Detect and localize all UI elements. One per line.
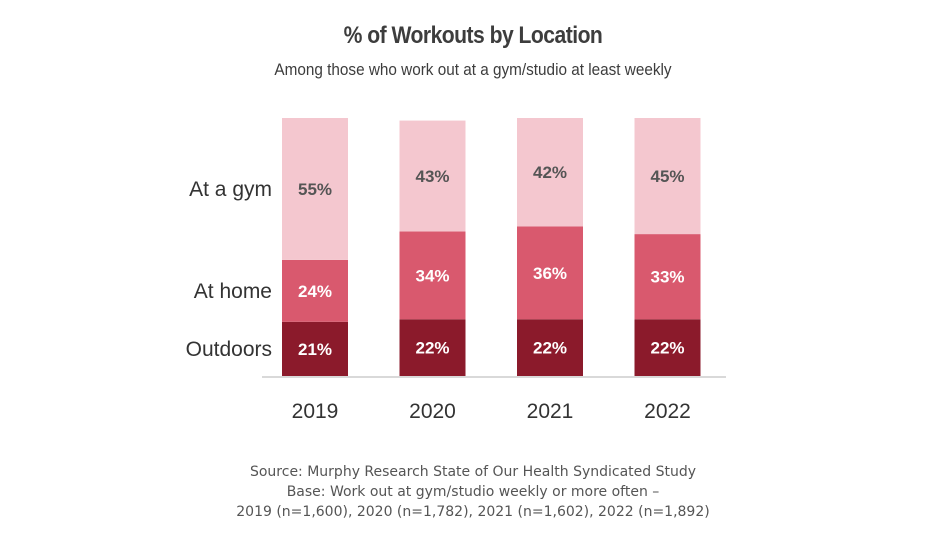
legend-label-at-a-gym: At a gym (189, 178, 272, 201)
x-tick-label: 2019 (292, 400, 339, 423)
chart-footer: Source: Murphy Research State of Our Hea… (0, 462, 946, 522)
bar-segment-2022-at-home (634, 234, 701, 320)
bar-segment-2021-at-a-gym (517, 118, 583, 227)
bar-segment-2021-outdoors (517, 319, 583, 376)
x-tick-label: 2021 (527, 400, 574, 423)
bar-segment-2020-at-a-gym (399, 120, 466, 232)
legend-label-outdoors: Outdoors (186, 338, 272, 361)
data-label: 34% (415, 266, 449, 285)
bar-segment-2022-outdoors (634, 319, 701, 376)
data-label: 36% (533, 264, 567, 283)
data-label: 24% (298, 282, 332, 301)
data-label: 22% (415, 339, 449, 358)
data-label: 22% (533, 339, 567, 358)
data-label: 45% (650, 167, 684, 186)
data-label: 42% (533, 163, 567, 182)
data-label: 55% (298, 180, 332, 199)
source-note: Source: Murphy Research State of Our Hea… (249, 464, 697, 480)
data-label: 43% (415, 167, 449, 186)
bar-segment-2019-at-a-gym (282, 118, 348, 260)
bar-segment-2020-outdoors (399, 319, 466, 376)
sample-sizes-note: 2019 (n=1,600), 2020 (n=1,782), 2021 (n=… (236, 504, 710, 520)
chart-subtitle: Among those who work out at a gym/studio… (274, 60, 672, 79)
data-label: 21% (298, 340, 332, 359)
bar-segment-2019-outdoors (282, 321, 348, 376)
data-label: 33% (650, 268, 684, 287)
base-note: Base: Work out at gym/studio weekly or m… (286, 484, 660, 500)
bar-segment-2019-at-home (282, 259, 348, 322)
legend-label-at-home: At home (194, 280, 272, 303)
data-label: 22% (650, 339, 684, 358)
bar-segment-2020-at-home (399, 231, 466, 320)
x-tick-label: 2020 (409, 400, 456, 423)
chart-title: % of Workouts by Location (343, 22, 603, 49)
x-tick-label: 2022 (644, 400, 691, 423)
bar-segment-2021-at-home (517, 226, 583, 320)
bar-segment-2022-at-a-gym (634, 118, 701, 235)
